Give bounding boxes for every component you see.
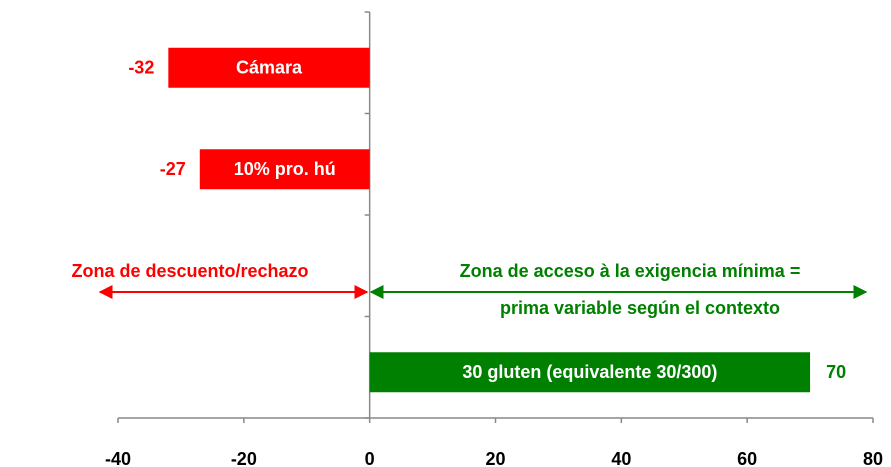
value-label: -32: [128, 58, 154, 78]
bar-label: 30 gluten (equivalente 30/300): [462, 362, 717, 382]
value-label: -27: [160, 159, 186, 179]
bar: [369, 352, 811, 393]
annotation: Zona de descuento/rechazo: [71, 261, 308, 281]
annotation: prima variable según el contexto: [500, 298, 780, 318]
annotation: Zona de acceso à la exigencia mínima =: [460, 261, 801, 281]
x-tick-label: 20: [485, 449, 505, 467]
x-tick-label: 60: [737, 449, 757, 467]
x-tick-label: 80: [863, 449, 883, 467]
bar: [199, 149, 370, 190]
bar-label: Cámara: [236, 58, 303, 78]
value-label: 70: [826, 362, 846, 382]
x-tick-label: 0: [365, 449, 375, 467]
x-tick-label: 40: [611, 449, 631, 467]
bar-label: 10% pro. hú: [234, 159, 336, 179]
x-tick-label: -20: [231, 449, 257, 467]
bar: [168, 47, 370, 88]
x-tick-label: -40: [105, 449, 131, 467]
